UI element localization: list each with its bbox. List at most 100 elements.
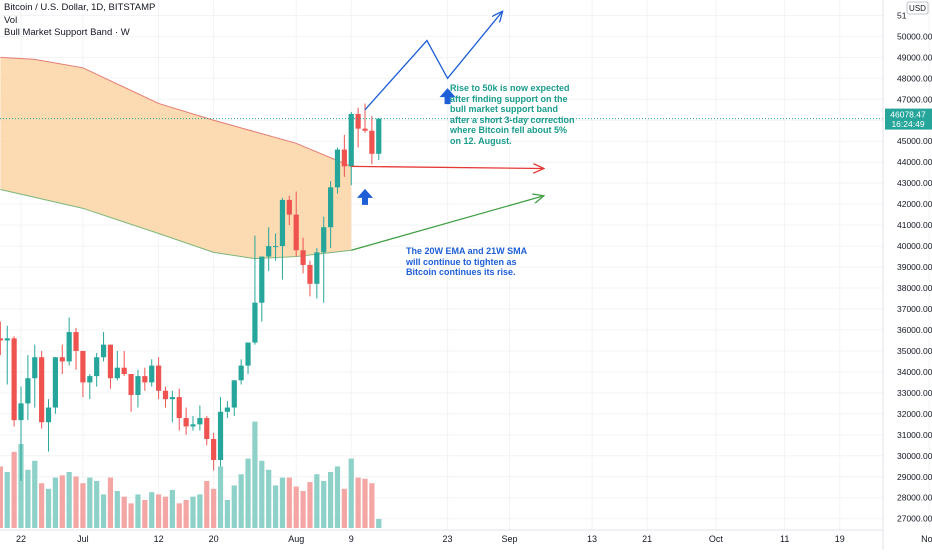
volume-bar (224, 500, 230, 528)
candle-body (314, 252, 320, 284)
candle-body (73, 332, 79, 351)
candle-body (259, 256, 265, 303)
x-tick-label: Nov (921, 534, 932, 544)
annotation-line: bull market support band (450, 104, 559, 114)
volume-bar (286, 477, 292, 528)
volume-bar (0, 466, 3, 528)
y-tick-label: 50000.00 (897, 31, 932, 41)
annotation-line: Bitcoin continues its rise. (406, 267, 516, 277)
candle-body (80, 350, 86, 383)
volume-bar (169, 489, 175, 528)
volume-bar (355, 477, 361, 528)
y-tick-label: 51 (897, 10, 907, 20)
volume-bar (231, 485, 237, 528)
x-tick-label: 20 (209, 534, 219, 544)
volume-bar (18, 444, 24, 528)
candle-body (231, 380, 237, 408)
volume-bar (321, 480, 327, 528)
y-tick-label: 37000.00 (897, 304, 932, 314)
volume-bar (45, 488, 52, 528)
candle-body (266, 246, 272, 257)
x-tick-label: Jul (77, 534, 89, 544)
candle-body (321, 227, 327, 253)
candle-body (25, 378, 31, 404)
volume-bar (369, 483, 375, 528)
y-tick-label: 45000.00 (897, 136, 932, 146)
candle-body (328, 187, 334, 228)
volume-bar (121, 496, 127, 528)
candle-body (355, 113, 361, 129)
candle-body (59, 357, 65, 362)
volume-bar (266, 469, 272, 528)
volume-bar (307, 482, 313, 528)
volume-label[interactable]: Vol (4, 14, 18, 26)
candle-body (362, 128, 368, 131)
volume-bar (11, 451, 17, 528)
x-tick-label: 22 (16, 534, 26, 544)
volume-bar (217, 466, 224, 528)
y-tick-label: 47000.00 (897, 94, 932, 104)
annotation-line: The 20W EMA and 21W SMA (406, 246, 528, 256)
candle-body (162, 390, 169, 400)
x-tick-label: 19 (835, 534, 845, 544)
indicator-label[interactable]: Bull Market Support Band · W (4, 27, 130, 38)
countdown-label: 16:24:49 (891, 119, 924, 129)
projection-line-green (351, 196, 544, 251)
band-upper-line (0, 56, 352, 167)
candle-body (52, 357, 58, 408)
x-tick-label: Oct (709, 534, 724, 544)
x-tick-label: 21 (642, 534, 652, 544)
candle-body (252, 302, 258, 343)
candle-body (11, 338, 17, 421)
forecast-path (364, 11, 503, 111)
candle-body (307, 264, 313, 284)
y-tick-label: 29000.00 (897, 472, 932, 482)
symbol-title[interactable]: Bitcoin / U.S. Dollar, 1D, BITSTAMP (4, 2, 156, 13)
y-tick-label: 48000.00 (897, 73, 932, 83)
candle-body (149, 365, 155, 383)
x-tick-label: 13 (587, 534, 597, 544)
volume-bar (293, 486, 299, 528)
y-tick-label: 39000.00 (897, 262, 932, 272)
volume-bar (238, 474, 244, 528)
candle-body (107, 344, 114, 379)
currency-label: USD (909, 4, 926, 13)
candle-body (183, 418, 189, 427)
candle-body (224, 407, 230, 412)
volume-bar (114, 491, 120, 528)
candle-body (121, 367, 127, 375)
volume-bar (279, 477, 286, 528)
volume-bar (107, 477, 114, 528)
candle-body (376, 118, 382, 154)
candle-body (18, 403, 24, 421)
y-tick-label: 36000.00 (897, 325, 932, 335)
candle-body (238, 365, 244, 381)
x-tick-label: Aug (288, 534, 304, 544)
volume-bar (341, 488, 347, 528)
y-tick-label: 27000.00 (897, 514, 932, 524)
candle-body (334, 149, 341, 188)
candle-body (279, 199, 286, 247)
candle-body (142, 376, 148, 383)
y-tick-label: 43000.00 (897, 178, 932, 188)
volume-bar (149, 492, 155, 528)
candle-body (190, 424, 196, 427)
arrow-up-icon (439, 88, 456, 105)
volume-bar (94, 480, 100, 528)
volume-bar (176, 503, 182, 528)
volume-bar (87, 477, 93, 528)
volume-bar (314, 474, 320, 528)
annotation-upper: Rise to 50k is now expected after finding… (450, 83, 575, 146)
volume-bar (100, 494, 107, 528)
candle-body (100, 344, 107, 358)
y-tick-label: 33000.00 (897, 388, 932, 398)
volume-bar (39, 483, 45, 528)
candle-body (4, 338, 10, 341)
volume-bar (183, 500, 189, 528)
annotation-line: after a short 3-day correction (450, 114, 575, 125)
candle-body (204, 418, 210, 440)
candle-body (94, 357, 100, 377)
y-tick-label: 49000.00 (897, 52, 932, 62)
volume-bar (32, 460, 38, 528)
